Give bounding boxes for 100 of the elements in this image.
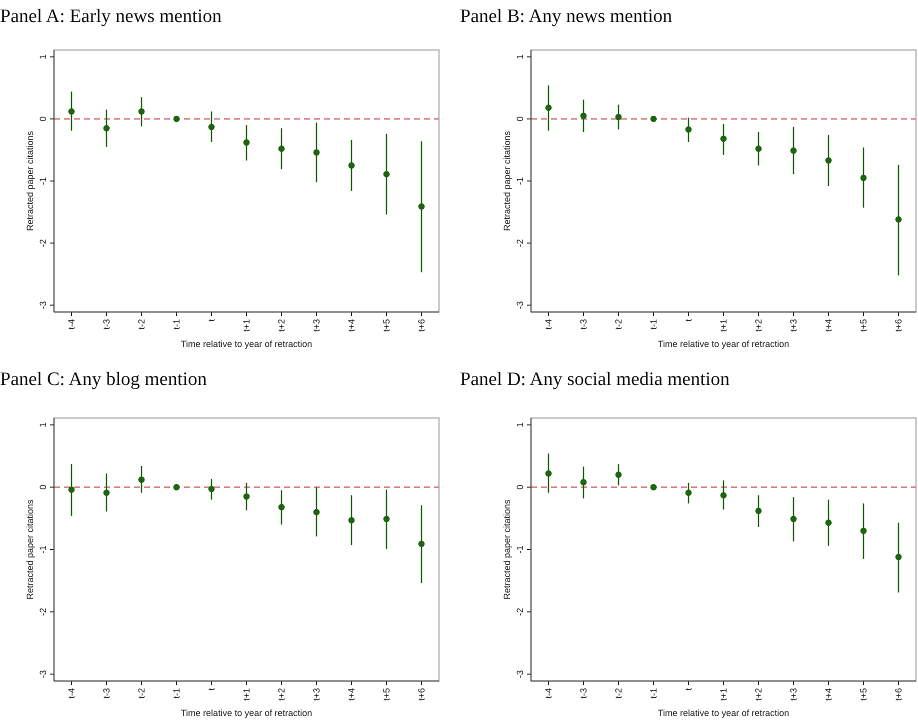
point — [580, 112, 587, 120]
y-axis-title: Retracted paper citations — [502, 130, 512, 232]
y-tick-label: -2 — [515, 239, 525, 248]
point — [243, 139, 250, 146]
chart-title: Panel B: Any news mention — [460, 6, 673, 27]
x-axis-title: Time relative to year of retraction — [180, 339, 312, 349]
x-tick-label: t+4 — [824, 319, 834, 332]
point — [173, 484, 180, 490]
point — [418, 203, 425, 210]
x-tick-label: t+5 — [382, 688, 392, 701]
y-tick-label: 0 — [515, 484, 525, 490]
x-tick-label: t — [206, 318, 216, 322]
y-tick-label: -2 — [38, 608, 48, 616]
x-tick-label: t+1 — [718, 688, 728, 701]
point — [545, 470, 552, 477]
x-tick-label: t+6 — [416, 319, 426, 332]
y-tick-label: 1 — [38, 422, 48, 428]
point — [650, 116, 657, 122]
point — [383, 516, 390, 522]
x-tick-label: t-4 — [66, 319, 76, 330]
point — [243, 493, 250, 500]
x-tick-label: t+2 — [754, 688, 764, 701]
x-tick-label: t+6 — [894, 688, 904, 701]
point — [615, 114, 622, 120]
x-tick-label: t+2 — [276, 319, 286, 332]
y-tick-label: 0 — [38, 484, 48, 490]
x-tick-label: t+1 — [242, 319, 252, 332]
point — [685, 126, 692, 133]
x-tick-label: t — [684, 318, 694, 322]
x-axis-title: Time relative to year of retraction — [658, 339, 790, 349]
point — [685, 490, 692, 496]
y-axis-title: Retracted paper citations — [25, 130, 35, 232]
point — [103, 490, 110, 496]
x-tick-label: t-1 — [648, 688, 658, 699]
point — [208, 124, 215, 130]
x-tick-label: t+5 — [858, 319, 868, 332]
y-tick-label: -1 — [38, 176, 48, 186]
point — [313, 149, 320, 156]
x-tick-label: t-4 — [544, 688, 554, 699]
y-tick-label: -1 — [38, 545, 48, 554]
y-tick-label: -3 — [515, 301, 525, 310]
y-tick-label: 1 — [38, 54, 48, 60]
point — [208, 486, 215, 492]
x-tick-label: t+3 — [312, 319, 322, 332]
y-tick-label: 1 — [515, 422, 525, 428]
point — [790, 516, 797, 522]
x-tick-label: t+4 — [824, 688, 834, 701]
point — [790, 147, 797, 154]
point — [103, 125, 110, 132]
x-tick-label: t-2 — [136, 319, 146, 330]
x-tick-label: t-4 — [66, 688, 76, 699]
point — [418, 540, 425, 548]
x-tick-label: t+3 — [312, 688, 322, 701]
x-tick-label: t+3 — [788, 688, 798, 701]
point — [545, 104, 552, 111]
x-tick-label: t — [206, 688, 216, 691]
point — [138, 108, 145, 115]
x-tick-label: t-2 — [614, 688, 624, 699]
x-tick-label: t-3 — [578, 319, 588, 330]
x-tick-label: t-3 — [578, 688, 588, 699]
point — [860, 528, 867, 534]
chart-title: Panel A: Early news mention — [0, 6, 222, 27]
x-tick-label: t-2 — [136, 688, 146, 699]
y-tick-label: 0 — [515, 116, 525, 122]
point — [895, 554, 902, 560]
y-tick-label: 0 — [38, 116, 48, 122]
x-tick-label: t+5 — [382, 319, 392, 332]
y-tick-label: -1 — [515, 176, 525, 186]
x-tick-label: t+2 — [754, 319, 764, 332]
x-axis-title: Time relative to year of retraction — [180, 708, 312, 718]
x-axis-title: Time relative to year of retraction — [658, 708, 790, 718]
point — [313, 508, 320, 516]
y-axis-title: Retracted paper citations — [502, 498, 512, 600]
x-tick-label: t-1 — [648, 319, 658, 330]
x-tick-label: t+1 — [718, 319, 728, 332]
chart-title: Panel D: Any social media mention — [460, 369, 730, 390]
point — [615, 472, 622, 478]
point — [755, 508, 762, 514]
chart-title: Panel C: Any blog mention — [0, 369, 208, 390]
x-tick-label: t — [684, 688, 694, 691]
point — [720, 492, 727, 498]
y-tick-label: -2 — [515, 608, 525, 616]
x-tick-label: t+3 — [788, 319, 798, 332]
point — [348, 517, 355, 524]
point — [755, 146, 762, 152]
x-tick-label: t-1 — [172, 688, 182, 699]
x-tick-label: t+4 — [346, 319, 356, 332]
x-tick-label: t+6 — [416, 688, 426, 701]
x-tick-label: t-1 — [172, 319, 182, 330]
x-tick-label: t+2 — [276, 688, 286, 701]
y-tick-label: 1 — [515, 54, 525, 60]
y-tick-label: -1 — [515, 545, 525, 554]
point — [650, 484, 657, 490]
x-tick-label: t+1 — [242, 688, 252, 701]
x-tick-label: t-2 — [614, 319, 624, 330]
point — [173, 116, 180, 122]
x-tick-label: t+4 — [346, 688, 356, 701]
point — [580, 478, 587, 486]
point — [720, 136, 727, 142]
point — [383, 170, 390, 178]
